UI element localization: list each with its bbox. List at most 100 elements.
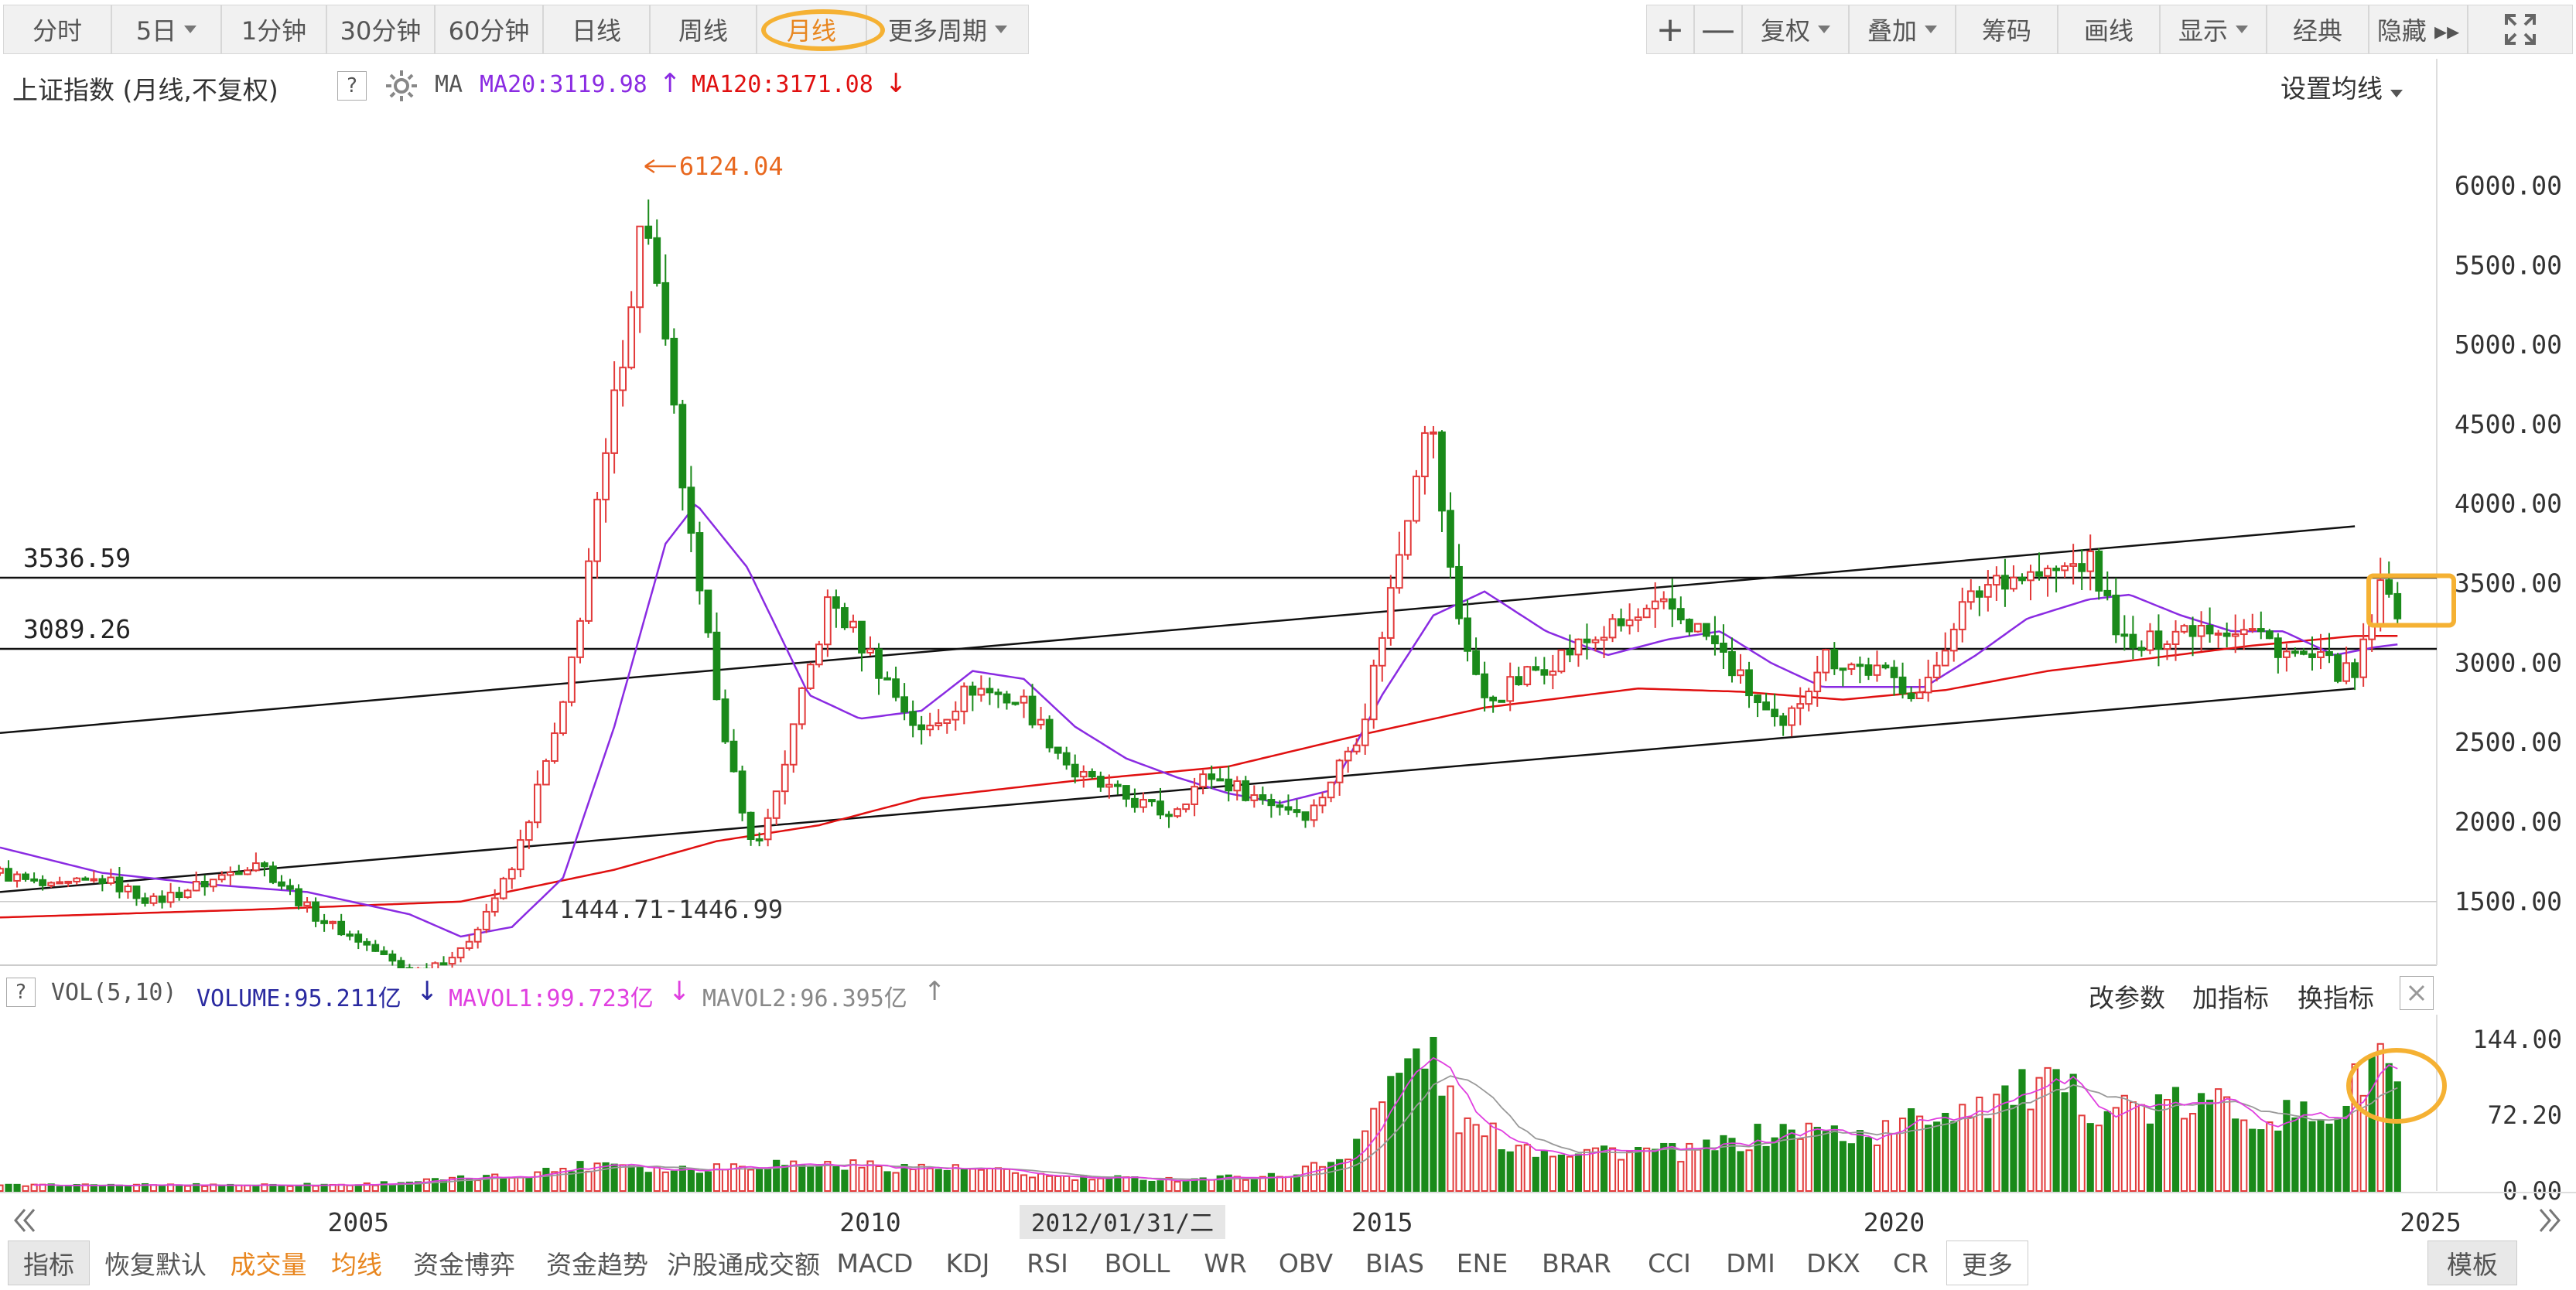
volume-bar xyxy=(2274,1130,2282,1193)
trend-line[interactable] xyxy=(0,687,2356,893)
period-tab-5[interactable]: 日线 xyxy=(543,5,650,54)
candle-body xyxy=(755,838,764,841)
tool-button-4[interactable]: 筹码 xyxy=(1956,5,2058,54)
indicator-tab-6[interactable]: 沪股通成交额 xyxy=(667,1250,820,1280)
tool-button-0[interactable]: + xyxy=(1646,5,1694,54)
candle-body xyxy=(269,865,277,883)
candle-body xyxy=(2188,625,2197,637)
indicator-tab-7[interactable]: MACD xyxy=(836,1247,914,1278)
tool-button-6[interactable]: 显示 xyxy=(2160,5,2267,54)
change-params-button[interactable]: 改参数 xyxy=(2089,983,2165,1013)
volume-bar xyxy=(2308,1121,2316,1192)
indicator-tab-19[interactable]: CR xyxy=(1893,1247,1929,1278)
volume-bar xyxy=(1822,1131,1830,1193)
chevron-down-icon xyxy=(2236,26,2248,33)
volume-bar xyxy=(388,1183,396,1192)
close-icon[interactable] xyxy=(2400,976,2434,1010)
period-tab-7[interactable]: 月线 xyxy=(757,5,866,54)
tool-button-1[interactable]: — xyxy=(1694,5,1742,54)
volume-bar xyxy=(431,1178,439,1192)
volume-bar xyxy=(346,1184,354,1192)
indicator-tab-12[interactable]: OBV xyxy=(1278,1247,1334,1278)
candle-body xyxy=(1156,800,1164,816)
vol-help-icon[interactable]: ? xyxy=(6,978,36,1007)
scroll-left-icon[interactable] xyxy=(14,1209,36,1232)
indicator-tab-8[interactable]: KDJ xyxy=(945,1247,990,1278)
tool-button-2[interactable]: 复权 xyxy=(1742,5,1849,54)
candle-body xyxy=(977,688,986,696)
candle-body xyxy=(1762,701,1770,711)
indicator-tab-4[interactable]: 资金博弈 xyxy=(413,1250,515,1280)
indicator-tab-2[interactable]: 成交量 xyxy=(230,1250,307,1280)
candle-body xyxy=(64,880,73,884)
candle-body xyxy=(994,691,1003,695)
tool-button-8[interactable]: 隐藏 ▸▸ xyxy=(2369,5,2468,54)
candle-body xyxy=(13,873,21,882)
volume-bar xyxy=(1430,1036,1437,1192)
volume-bar xyxy=(2120,1094,2128,1192)
volume-bar xyxy=(2368,1056,2376,1193)
y-tick-label: 4000.00 xyxy=(2455,489,2562,519)
candle-body xyxy=(772,790,781,819)
trend-line[interactable] xyxy=(0,525,2356,735)
indicator-tab-13[interactable]: BIAS xyxy=(1365,1247,1424,1278)
candle-body xyxy=(832,596,840,609)
fullscreen-icon[interactable] xyxy=(2468,5,2573,54)
candle-body xyxy=(1464,617,1471,652)
volume-bar xyxy=(2154,1094,2163,1192)
period-tab-4[interactable]: 60分钟 xyxy=(435,5,543,54)
volume-bar xyxy=(1984,1118,1992,1192)
indicator-tab-16[interactable]: CCI xyxy=(1648,1247,1691,1278)
tool-button-5[interactable]: 画线 xyxy=(2058,5,2160,54)
candle-body xyxy=(397,960,405,968)
volume-bar xyxy=(756,1168,764,1192)
tool-button-3[interactable]: 叠加 xyxy=(1849,5,1956,54)
indicator-tab-1[interactable]: 恢复默认 xyxy=(104,1250,207,1280)
scroll-right-icon[interactable] xyxy=(2539,1209,2561,1232)
candle-body xyxy=(507,869,516,880)
ma20-line xyxy=(0,503,2398,938)
volume-bar xyxy=(1114,1175,1122,1193)
help-icon[interactable]: ? xyxy=(337,71,367,101)
candle-body xyxy=(1318,797,1327,807)
period-tab-3[interactable]: 30分钟 xyxy=(326,5,435,54)
candle-body xyxy=(969,685,977,696)
period-tab-8[interactable]: 更多周期 xyxy=(866,5,1029,54)
indicator-tab-0[interactable]: 指标 xyxy=(8,1241,90,1285)
indicator-tab-10[interactable]: BOLL xyxy=(1104,1247,1170,1278)
candlestick-chart[interactable]: 6000.00 5500.00 5000.00 4500.00 4000.00 3500.… xyxy=(0,59,2576,968)
candle-body xyxy=(482,910,490,930)
indicator-tab-9[interactable]: RSI xyxy=(1027,1247,1068,1278)
volume-bar xyxy=(2112,1107,2120,1192)
gear-icon[interactable] xyxy=(384,68,419,107)
set-ma-button[interactable]: 设置均线 xyxy=(2280,68,2403,105)
period-tab-label: 日线 xyxy=(571,16,621,46)
tool-button-7[interactable]: 经典 xyxy=(2267,5,2369,54)
indicator-tab-11[interactable]: WR xyxy=(1204,1247,1247,1278)
switch-indicator-button[interactable]: 换指标 xyxy=(2298,983,2374,1013)
indicator-tab-5[interactable]: 资金趋势 xyxy=(546,1250,648,1280)
indicator-tab-14[interactable]: ENE xyxy=(1456,1247,1508,1278)
indicator-tab-18[interactable]: DKX xyxy=(1806,1247,1860,1278)
indicator-tab-21[interactable]: 模板 xyxy=(2427,1241,2517,1285)
indicator-tab-3[interactable]: 均线 xyxy=(331,1250,382,1280)
period-tab-2[interactable]: 1分钟 xyxy=(221,5,326,54)
period-tab-label: 更多周期 xyxy=(887,16,987,46)
volume-bar xyxy=(636,1166,644,1193)
add-indicator-button[interactable]: 加指标 xyxy=(2192,983,2269,1013)
volume-bar xyxy=(422,1178,431,1193)
indicator-tab-17[interactable]: DMI xyxy=(1726,1247,1775,1278)
y-tick-label: 5000.00 xyxy=(2455,329,2562,360)
volume-bar xyxy=(1813,1127,1821,1192)
volume-bar xyxy=(858,1166,866,1193)
period-tab-1[interactable]: 5日 xyxy=(111,5,221,54)
volume-chart[interactable]: 144.00 72.20 0.00 2005 2010 2015 2020 2025 2012/… xyxy=(0,1015,2576,1241)
indicator-tab-20[interactable]: 更多 xyxy=(1946,1241,2028,1285)
indicator-tab-15[interactable]: BRAR xyxy=(1542,1247,1611,1278)
volume-bar xyxy=(474,1179,482,1193)
period-tab-6[interactable]: 周线 xyxy=(650,5,757,54)
candle-body xyxy=(1369,664,1378,721)
period-tab-label: 月线 xyxy=(786,16,836,46)
volume-bar xyxy=(2137,1104,2145,1192)
period-tab-0[interactable]: 分时 xyxy=(3,5,111,54)
